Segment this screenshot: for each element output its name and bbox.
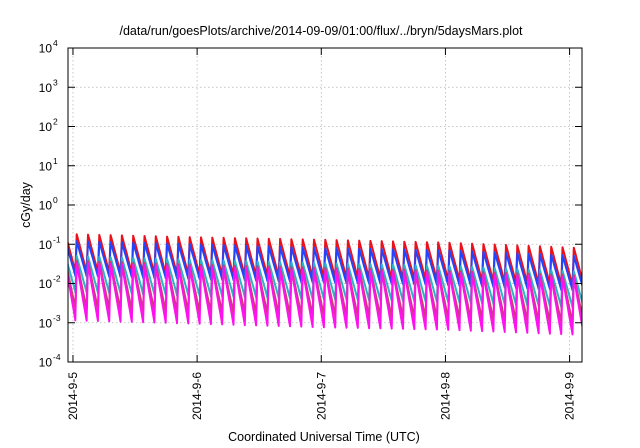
y-tick-exponent: -3 [53,313,61,323]
y-tick-label: 10 [39,316,53,330]
y-tick-label: 10 [39,42,53,56]
x-tick-label: 2014-9-5 [66,372,80,420]
y-tick-exponent: -4 [53,352,61,362]
y-tick-exponent: 1 [53,156,58,166]
y-tick-label: 10 [39,238,53,252]
x-tick-label: 2014-9-7 [314,372,328,420]
y-tick-exponent: 3 [53,77,58,87]
series-group [68,233,582,336]
y-tick-exponent: -1 [53,234,61,244]
y-tick-label: 10 [39,277,53,291]
y-tick-exponent: 4 [53,38,58,48]
x-tick-label: 2014-9-6 [190,372,204,420]
y-tick-label: 10 [39,356,53,370]
y-tick-exponent: 0 [53,195,58,205]
x-axis-label: Coordinated Universal Time (UTC) [228,430,420,444]
x-tick-label: 2014-9-9 [563,372,577,420]
y-axis-label: cGy/day [19,181,33,228]
x-tick-label: 2014-9-8 [438,372,452,420]
x-axis-ticks: 2014-9-5 2014-9-6 2014-9-7 2014-9-8 2014-9-9 [66,48,577,420]
y-tick-label: 10 [39,120,53,134]
y-tick-label: 10 [39,159,53,173]
series-line [68,262,582,336]
y-tick-label: 10 [39,81,53,95]
chart-title: /data/run/goesPlots/archive/2014-09-09/0… [119,24,523,38]
y-tick-exponent: 2 [53,117,58,127]
y-tick-exponent: -2 [53,274,61,284]
y-tick-label: 10 [39,199,53,213]
